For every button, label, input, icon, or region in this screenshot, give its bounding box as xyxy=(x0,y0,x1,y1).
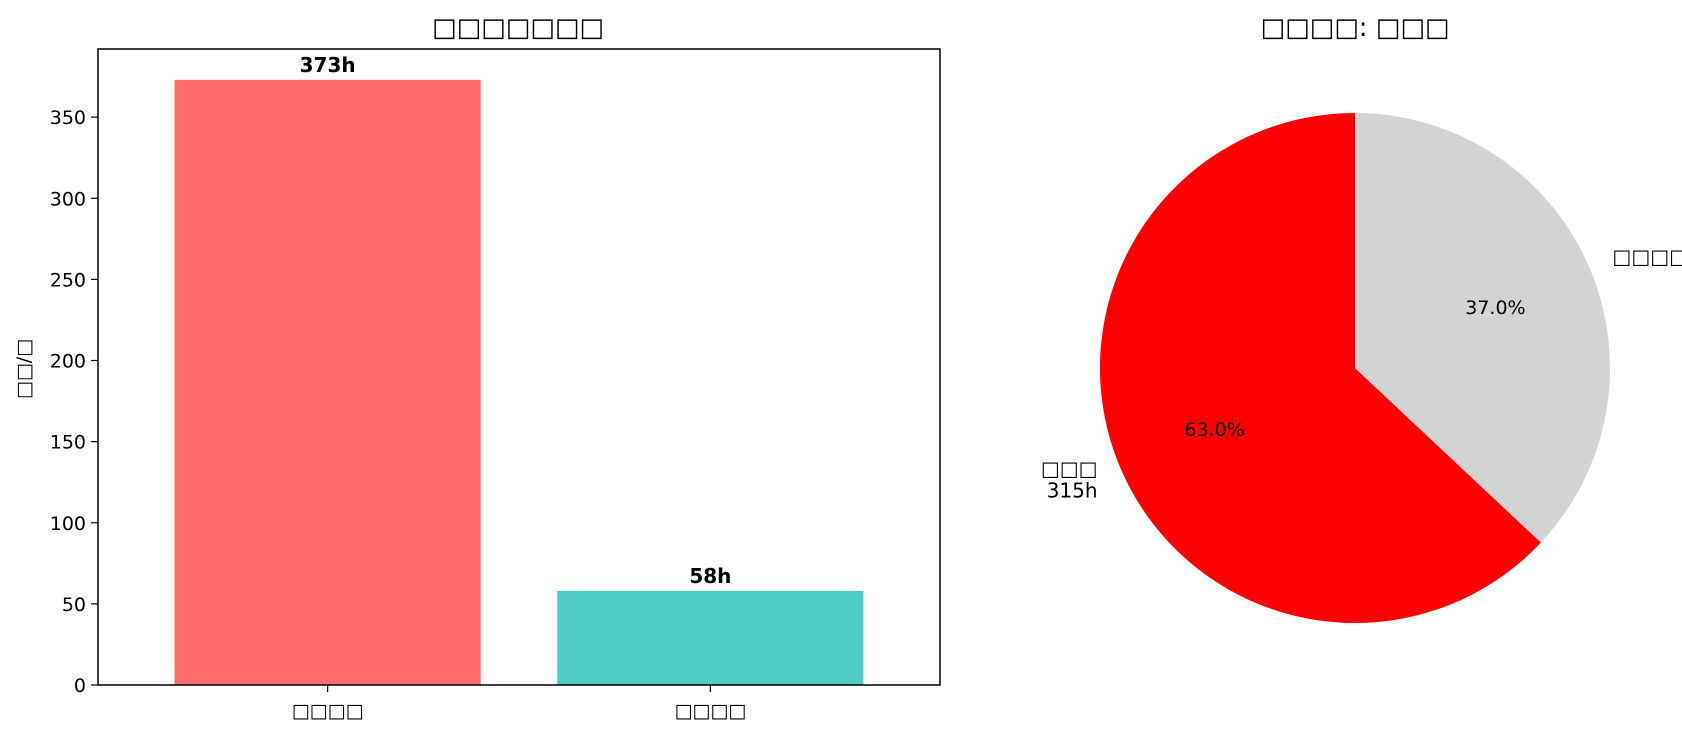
y-tick-label: 250 xyxy=(50,269,86,291)
bar-chart-x-ticks: □□□□ □□□□ xyxy=(292,685,746,722)
bar-chart-y-axis-label: □□/□ xyxy=(13,339,35,399)
x-tick-label: □□□□ xyxy=(292,700,364,722)
pie-chart-title: □□□□: □□□ xyxy=(1261,13,1450,43)
pie-slice xyxy=(1355,113,1611,543)
x-tick-label: □□□□ xyxy=(674,700,746,722)
pie-percent-label: 37.0% xyxy=(1465,297,1525,319)
bar-chart-y-ticks: 0 50 100 150 200 250 300 350 xyxy=(50,107,98,697)
y-tick-label: 50 xyxy=(62,594,86,616)
pie-slice-label: 315h xyxy=(1047,478,1098,502)
y-tick-label: 300 xyxy=(50,188,86,210)
bar-data-label: 58h xyxy=(689,564,731,588)
bar-chart-title: □□□□□□□ xyxy=(432,13,604,43)
bar xyxy=(174,79,481,685)
y-tick-label: 350 xyxy=(50,107,86,129)
pie-slice-label: □□□ xyxy=(1041,456,1098,480)
y-tick-label: 0 xyxy=(74,675,86,697)
bar-chart-plot-frame xyxy=(97,48,941,686)
pie-chart-slices xyxy=(1100,113,1611,623)
y-tick-label: 150 xyxy=(50,432,86,454)
pie-percent-label: 63.0% xyxy=(1184,419,1244,441)
y-tick-label: 100 xyxy=(50,513,86,535)
y-tick-label: 200 xyxy=(50,351,86,373)
bar xyxy=(557,590,864,685)
pie-slice xyxy=(1100,113,1541,623)
pie-chart: □□□□: □□□ 63.0% □□□315h 37.0% □□□□ xyxy=(1041,13,1682,623)
pie-chart-labels: 63.0% □□□315h 37.0% □□□□ xyxy=(1041,245,1682,503)
bar-chart-bars: 373h 58h xyxy=(174,53,864,685)
pie-slice-label: □□□□ xyxy=(1612,245,1682,269)
bar-chart: □□□□□□□ □□/□ 0 50 100 150 200 250 300 350 373h 5… xyxy=(13,13,941,722)
bar-data-label: 373h xyxy=(300,53,356,77)
